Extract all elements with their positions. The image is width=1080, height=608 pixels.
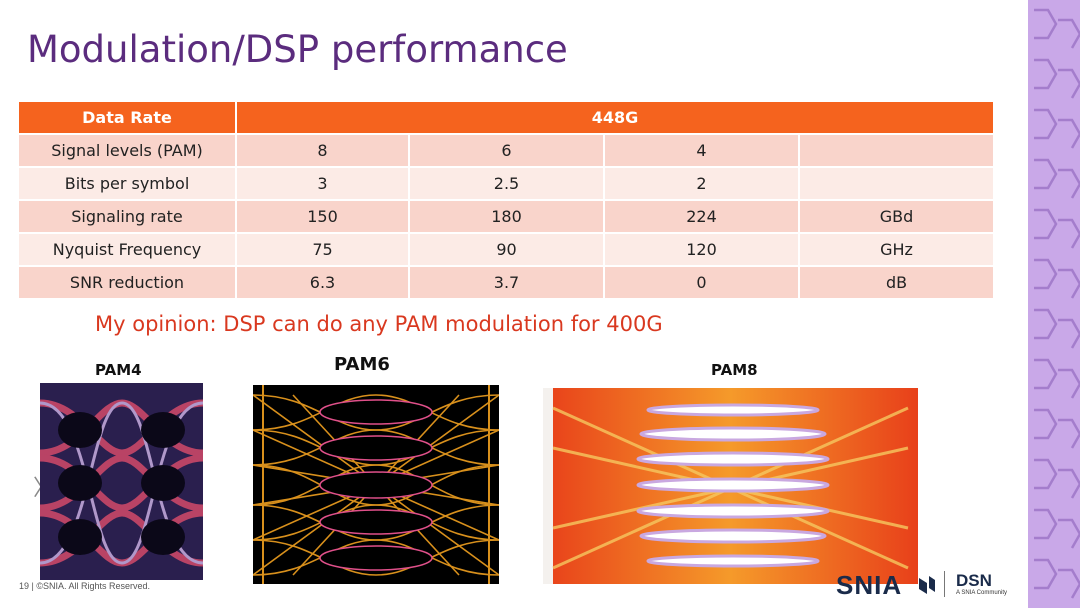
table-cell: 150	[235, 199, 410, 234]
table-cell: 224	[603, 199, 800, 234]
table-cell: 120	[603, 232, 800, 267]
table-cell: 2.5	[408, 166, 605, 201]
dsn-logo-subtitle: A SNIA Community	[956, 590, 1008, 596]
header-label-cell: Data Rate	[17, 100, 237, 135]
table-cell: 90	[408, 232, 605, 267]
performance-table: Data Rate 448G Signal levels (PAM) 8 6 4…	[17, 100, 996, 300]
table-cell: 2	[603, 166, 800, 201]
pam8-label: PAM8	[711, 361, 758, 379]
table-row: SNR reduction 6.3 3.7 0 dB	[17, 265, 996, 300]
table-cell: 180	[408, 199, 605, 234]
unit-cell	[797, 166, 996, 201]
row-label: Signal levels (PAM)	[17, 133, 237, 168]
dsn-logo: DSN	[956, 571, 992, 590]
opinion-text: My opinion: DSP can do any PAM modulatio…	[95, 312, 663, 336]
unit-cell	[797, 133, 996, 168]
pam4-label: PAM4	[95, 361, 142, 379]
pam4-eye-image	[40, 383, 203, 580]
table-cell: 3	[235, 166, 410, 201]
snia-mark-icon	[919, 576, 935, 594]
row-label: SNR reduction	[17, 265, 237, 300]
table-cell: 6.3	[235, 265, 410, 300]
table-header-row: Data Rate 448G	[17, 100, 996, 135]
table-cell: 0	[603, 265, 800, 300]
hexagon-pattern-icon	[1034, 8, 1080, 599]
pam6-eye-diagram	[253, 385, 499, 584]
table-cell: 4	[603, 133, 800, 168]
footer-copyright: 19 | ©SNIA. All Rights Reserved.	[19, 581, 151, 591]
row-label: Bits per symbol	[17, 166, 237, 201]
header-value-cell: 448G	[234, 100, 996, 135]
pam4-eye-diagram	[40, 383, 203, 580]
unit-cell: GBd	[797, 199, 996, 234]
table-cell: 8	[235, 133, 410, 168]
row-label: Nyquist Frequency	[17, 232, 237, 267]
pam6-label: PAM6	[334, 354, 390, 375]
logo-divider	[944, 571, 945, 597]
table-row: Bits per symbol 3 2.5 2	[17, 166, 996, 201]
unit-cell: GHz	[797, 232, 996, 267]
pam8-eye-diagram	[543, 388, 918, 584]
table-row: Signaling rate 150 180 224 GBd	[17, 199, 996, 234]
table-cell: 75	[235, 232, 410, 267]
table-row: Nyquist Frequency 75 90 120 GHz	[17, 232, 996, 267]
pam6-eye-image	[253, 385, 499, 584]
slide-title: Modulation/DSP performance	[27, 28, 568, 71]
snia-logo: SNIA	[836, 570, 903, 600]
unit-cell: dB	[797, 265, 996, 300]
table-row: Signal levels (PAM) 8 6 4	[17, 133, 996, 168]
table-cell: 3.7	[408, 265, 605, 300]
table-cell: 6	[408, 133, 605, 168]
decorative-sidebar	[1028, 0, 1080, 608]
pam8-eye-image	[543, 388, 918, 584]
row-label: Signaling rate	[17, 199, 237, 234]
